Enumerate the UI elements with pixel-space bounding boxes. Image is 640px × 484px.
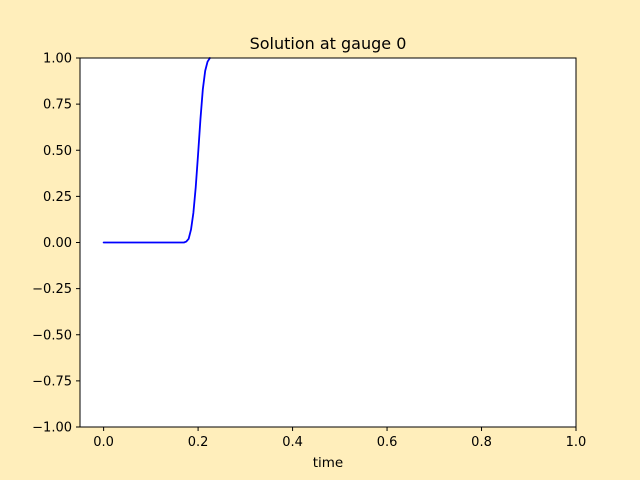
y-tick-label: 0.25 <box>43 190 72 205</box>
x-tick-label: 0.4 <box>282 435 303 450</box>
y-tick-label: −1.00 <box>32 421 72 436</box>
y-tick-label: 0.50 <box>43 144 72 159</box>
x-axis-label: time <box>313 455 344 471</box>
y-tick-label: −0.75 <box>32 374 72 389</box>
x-tick-label: 0.6 <box>377 435 398 450</box>
y-tick-label: 1.00 <box>43 52 72 67</box>
chart-title: Solution at gauge 0 <box>250 34 407 53</box>
series-line-0 <box>102 57 211 244</box>
x-tick-label: 1.0 <box>566 435 587 450</box>
series-layer <box>102 57 211 244</box>
y-tick-label: −0.25 <box>32 282 72 297</box>
x-tick-label: 0.2 <box>188 435 209 450</box>
x-tick-label: 0.8 <box>471 435 492 450</box>
x-tick-label: 0.0 <box>93 435 114 450</box>
y-axis: −1.00 −0.75 −0.50 −0.25 0.00 0.25 0.50 0.75 1.00 <box>32 52 80 436</box>
y-tick-label: −0.50 <box>32 328 72 343</box>
y-tick-label: 0.75 <box>43 98 72 113</box>
x-axis: 0.0 0.2 0.4 0.6 0.8 1.0 <box>93 427 586 450</box>
y-tick-label: 0.00 <box>43 236 72 251</box>
